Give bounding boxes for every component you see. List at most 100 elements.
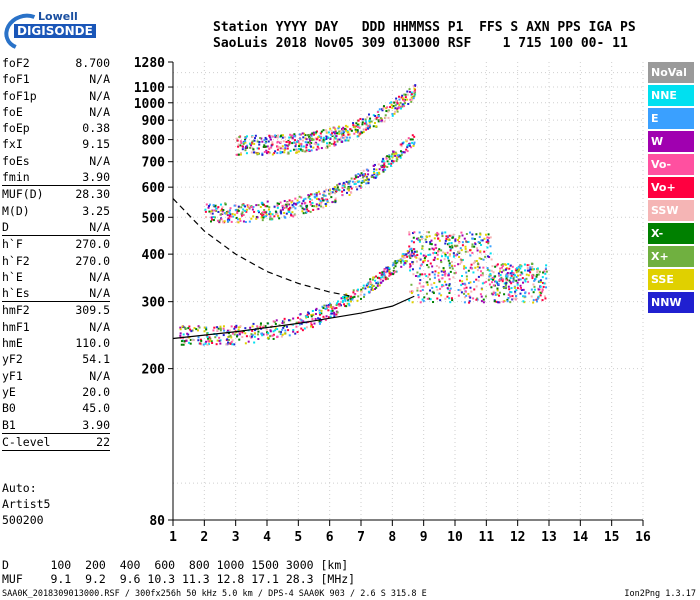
echo-point [385,107,388,110]
echo-point [305,211,308,214]
echo-point [480,295,483,298]
echo-point [447,259,450,262]
echo-point [222,327,225,330]
echo-point [186,332,189,335]
echo-point [326,198,329,201]
param-name: foF1 [2,72,30,87]
echo-point [443,273,446,276]
echo-point [465,232,468,235]
echo-point [345,293,348,296]
echo-point [307,210,310,213]
param-row: fxI 9.15 [2,136,110,152]
echo-point [347,189,350,192]
echo-point [219,342,222,345]
echo-point [452,252,455,255]
echo-point [472,271,475,274]
echo-point [346,125,349,128]
echo-point [241,335,244,338]
echo-point [209,337,212,340]
echo-point [422,260,425,263]
echo-point [245,145,248,148]
echo-point [384,278,387,281]
echo-point [504,263,507,266]
echo-point [307,312,310,315]
echo-point [187,327,190,330]
echo-point [322,315,325,318]
echo-point [382,168,385,171]
echo-point [318,135,321,138]
legend-entry: Vo- [648,154,694,175]
echo-point [389,273,392,276]
echo-point [466,250,469,253]
echo-point [377,120,380,123]
echo-point [352,289,355,292]
echo-point [311,309,314,312]
echo-point [238,217,241,220]
echo-point [180,340,183,343]
echo-point [293,202,296,205]
echo-point [444,254,447,257]
echo-point [409,256,412,259]
echo-point [484,295,487,298]
echo-point [506,298,509,301]
echo-point [512,276,515,279]
echo-point [228,216,231,219]
echo-point [409,98,412,101]
echo-point [376,276,379,279]
echo-point [482,258,485,261]
echo-point [490,258,493,261]
param-value: 3.90 [82,170,110,185]
echo-point [439,299,442,302]
echo-point [330,196,333,199]
echo-point [332,143,335,146]
echo-point [228,342,231,345]
echo-point [253,210,256,213]
echo-point [329,188,332,191]
echo-point [383,165,386,168]
echo-point [391,161,394,164]
echo-point [347,187,350,190]
echo-point [363,122,366,125]
echo-point [428,297,431,300]
echo-point [394,151,397,154]
param-name: hmE [2,336,23,351]
echo-point [493,300,496,303]
echo-point [296,140,299,143]
echo-point [470,290,473,293]
legend-entry: Vo+ [648,177,694,198]
echo-point [236,139,239,142]
echo-point [248,335,251,338]
echo-point [404,93,407,96]
echo-point [248,142,251,145]
echo-point [262,326,265,329]
echo-point [288,203,291,206]
echo-point [396,158,399,161]
echo-point [319,200,322,203]
param-value: 8.700 [75,56,110,70]
echo-point [524,292,527,295]
echo-point [301,202,304,205]
echo-point [524,280,527,283]
echo-point [266,205,269,208]
echo-point [281,151,284,154]
echo-point [405,260,408,263]
echo-point [533,274,536,277]
echo-point [532,291,535,294]
echo-point [533,279,536,282]
echo-point [237,209,240,212]
echo-point [380,120,383,123]
echo-point [306,204,309,207]
echo-point [399,154,402,157]
echo-point [217,210,220,213]
echo-point [470,263,473,266]
echo-point [451,236,454,239]
echo-point [341,300,344,303]
echo-point [289,149,292,152]
echo-point [206,343,209,346]
echo-point [387,266,390,269]
echo-point [302,212,305,215]
echo-point [539,294,542,297]
echo-point [379,278,382,281]
echo-point [461,274,464,277]
echo-point [304,134,307,137]
